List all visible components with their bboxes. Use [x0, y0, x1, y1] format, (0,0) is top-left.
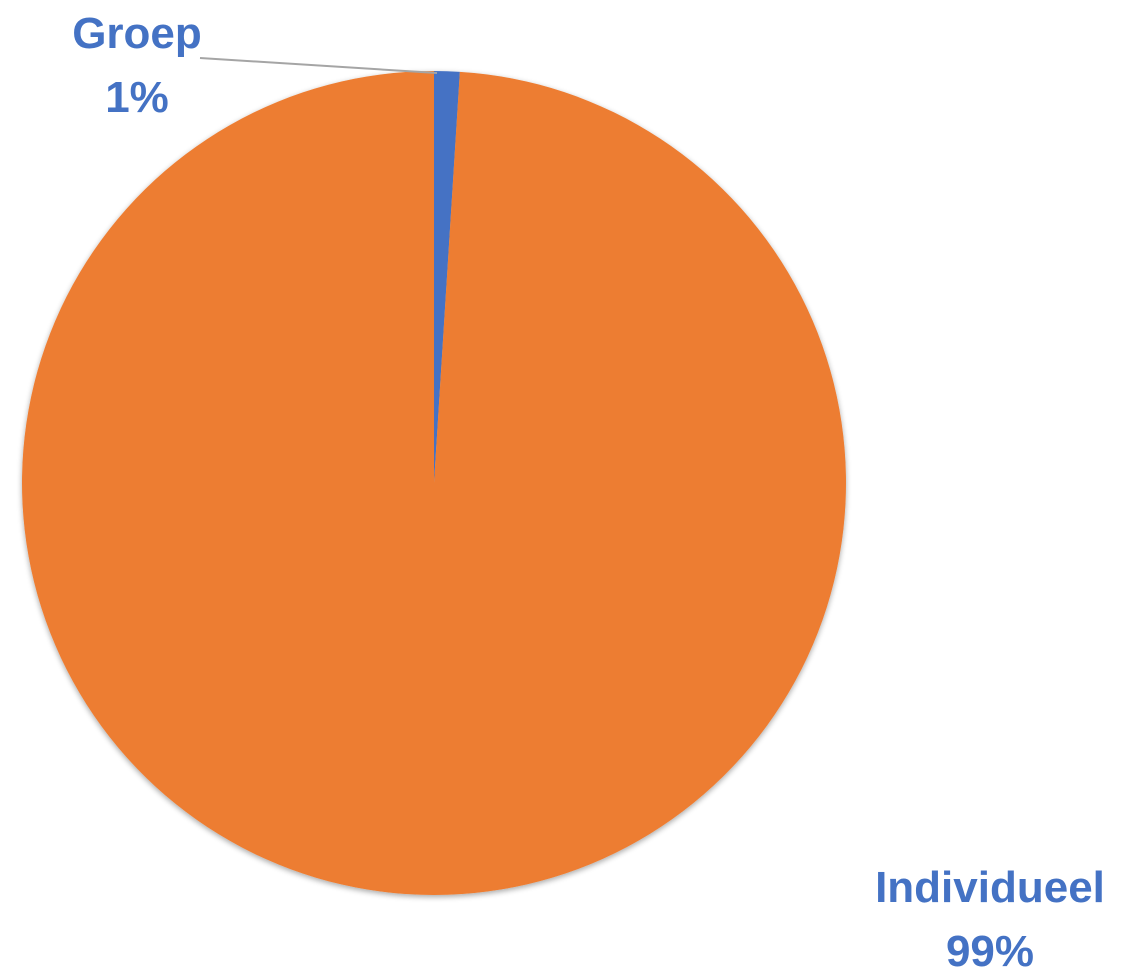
data-label-individueel: Individueel 99%	[875, 863, 1105, 974]
slice-percent-individueel: 99%	[946, 927, 1034, 974]
slice-label-groep: Groep	[72, 9, 202, 58]
slice-percent-groep: 1%	[105, 73, 169, 122]
slice-label-individueel: Individueel	[875, 863, 1105, 912]
data-label-groep: Groep 1%	[72, 9, 202, 122]
leader-line-groep	[199, 57, 438, 74]
pie-slices	[21, 71, 847, 896]
pie-slice-individueel	[21, 71, 847, 896]
pie-slice-groep	[434, 71, 460, 483]
